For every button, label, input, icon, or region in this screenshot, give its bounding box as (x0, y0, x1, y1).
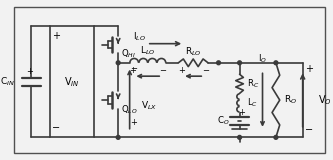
Text: I$_{O}$: I$_{O}$ (258, 53, 267, 65)
Text: Q$_{HI}$: Q$_{HI}$ (121, 48, 136, 60)
Text: −: − (202, 66, 209, 75)
Text: R$_{O}$: R$_{O}$ (284, 94, 297, 106)
Text: V$_{LX}$: V$_{LX}$ (141, 100, 158, 112)
Text: +: + (129, 66, 136, 75)
Text: −: − (52, 123, 60, 133)
Text: +: + (26, 67, 33, 76)
Text: +: + (238, 108, 245, 117)
Circle shape (238, 61, 241, 65)
Text: +: + (130, 118, 137, 127)
Text: C$_{IN}$: C$_{IN}$ (0, 76, 15, 88)
Circle shape (274, 136, 278, 139)
Text: I$_{LO}$: I$_{LO}$ (133, 31, 146, 43)
Text: +: + (52, 31, 60, 41)
Text: R$_{LO}$: R$_{LO}$ (185, 45, 201, 58)
Text: V$_{IN}$: V$_{IN}$ (65, 75, 80, 89)
Text: R$_{C}$: R$_{C}$ (247, 78, 259, 90)
Text: V$_{O}$: V$_{O}$ (318, 93, 332, 107)
Text: Q$_{LO}$: Q$_{LO}$ (121, 103, 138, 116)
Circle shape (217, 61, 220, 65)
Text: −: − (305, 125, 313, 135)
Circle shape (116, 61, 120, 65)
Circle shape (274, 61, 278, 65)
Text: L$_{LO}$: L$_{LO}$ (140, 44, 156, 57)
Text: L$_{C}$: L$_{C}$ (247, 97, 258, 109)
Text: +: + (178, 66, 185, 75)
Circle shape (116, 136, 120, 139)
Bar (50, 26, 94, 137)
Text: −: − (130, 64, 137, 73)
Text: C$_{O}$: C$_{O}$ (217, 115, 230, 127)
Text: −: − (160, 66, 166, 75)
Text: +: + (305, 64, 313, 74)
Circle shape (238, 136, 241, 139)
